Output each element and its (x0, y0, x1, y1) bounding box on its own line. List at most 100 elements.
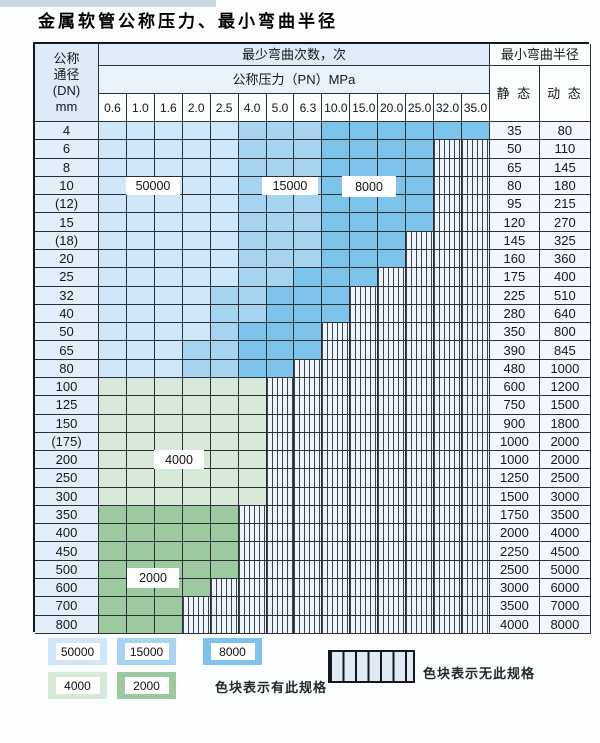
spec-cell (99, 195, 127, 214)
no-spec-cell (266, 396, 295, 415)
spec-cell (182, 505, 211, 525)
spec-cell (266, 158, 295, 177)
spec-cell (182, 487, 211, 506)
spec-cell (182, 579, 211, 598)
spec-cell (126, 487, 155, 506)
spec-cell (182, 176, 211, 196)
dynamic-value-cell: 1800 (539, 414, 591, 433)
no-spec-cell (294, 469, 323, 488)
legend-swatch-2000: 2000 (117, 672, 176, 699)
legend-swatch-50000: 50000 (48, 638, 107, 665)
no-spec-cell (406, 597, 435, 616)
spec-cell (99, 414, 127, 433)
spec-cell (238, 231, 267, 250)
no-spec-cell (322, 469, 351, 488)
no-spec-cell (378, 597, 407, 616)
legend-no-spec-text: 色块表示无此规格 (423, 666, 536, 681)
spec-cell (182, 122, 211, 141)
spec-cell (322, 140, 351, 159)
no-spec-cell (350, 615, 379, 634)
no-spec-cell (322, 359, 351, 378)
pressure-tick: 2.5 (210, 94, 239, 122)
static-value-cell: 390 (489, 341, 540, 360)
band-label-2000: 2000 (127, 568, 179, 588)
spec-cell (126, 505, 155, 525)
spec-cell (210, 158, 239, 177)
dn-cell: (18) (35, 231, 99, 250)
no-spec-cell (434, 396, 462, 415)
no-spec-cell (322, 323, 351, 342)
spec-cell (238, 323, 267, 342)
spec-cell (210, 451, 239, 470)
dynamic-value-cell: 3000 (539, 487, 591, 506)
spec-cell (154, 597, 183, 616)
no-spec-cell (461, 469, 490, 488)
spec-cell (434, 122, 462, 141)
no-spec-cell (266, 377, 295, 397)
spec-cell (322, 249, 351, 269)
legend-swatch-4000: 4000 (48, 672, 107, 699)
dynamic-value-cell: 215 (539, 195, 591, 214)
spec-cell (126, 615, 155, 634)
no-spec-cell (294, 524, 323, 543)
no-spec-cell (294, 359, 323, 378)
spec-cell (126, 268, 155, 287)
no-spec-cell (378, 579, 407, 598)
no-spec-cell (266, 597, 295, 616)
spec-cell (154, 122, 183, 141)
pressure-tick: 20.0 (378, 94, 407, 122)
dynamic-value-cell: 800 (539, 323, 591, 342)
dynamic-header: 动 态 (539, 66, 591, 122)
no-spec-cell (294, 414, 323, 433)
no-spec-cell (461, 249, 490, 269)
spec-cell (238, 377, 267, 397)
dynamic-value-cell: 360 (539, 249, 591, 269)
spec-table: 公称 通径 (DN) mm 最少弯曲次数，次 最小弯曲半径 公称压力（PN）MP… (33, 42, 591, 634)
spec-cell (294, 195, 323, 214)
spec-cell (99, 140, 127, 159)
no-spec-cell (461, 505, 490, 525)
dn-cell: 15 (35, 213, 99, 232)
legend-swatch-15000: 15000 (117, 638, 176, 665)
spec-cell (266, 213, 295, 232)
spec-cell (99, 542, 127, 561)
no-spec-cell (294, 432, 323, 452)
spec-cell (238, 396, 267, 415)
no-spec-cell (378, 396, 407, 415)
spec-cell (99, 469, 127, 488)
spec-cell (126, 524, 155, 543)
spec-cell (99, 268, 127, 287)
no-spec-cell (406, 487, 435, 506)
legend-swatch-label: 8000 (210, 643, 255, 660)
dn-cell: 100 (35, 377, 99, 397)
spec-cell (406, 140, 435, 159)
spec-cell (238, 451, 267, 470)
no-spec-cell (350, 432, 379, 452)
spec-cell (126, 469, 155, 488)
no-spec-cell (322, 542, 351, 561)
spec-cell (154, 140, 183, 159)
spec-cell (99, 487, 127, 506)
no-spec-cell (461, 432, 490, 452)
spec-cell (350, 213, 379, 232)
no-spec-cell (434, 615, 462, 634)
pressure-tick: 4.0 (238, 94, 267, 122)
spec-cell (154, 487, 183, 506)
static-value-cell: 3000 (489, 579, 540, 598)
spec-cell (126, 542, 155, 561)
static-value-cell: 225 (489, 286, 540, 305)
legend-swatch-label: 2000 (124, 677, 169, 694)
spec-cell (126, 597, 155, 616)
spec-cell (322, 286, 351, 305)
spec-cell (154, 231, 183, 250)
spec-cell (182, 158, 211, 177)
spec-cell (238, 249, 267, 269)
no-spec-cell (406, 323, 435, 342)
spec-cell (210, 122, 239, 141)
spec-cell (210, 524, 239, 543)
spec-cell (99, 560, 127, 580)
spec-cell (266, 323, 295, 342)
no-spec-cell (350, 451, 379, 470)
spec-cell (238, 304, 267, 324)
spec-cell (210, 469, 239, 488)
